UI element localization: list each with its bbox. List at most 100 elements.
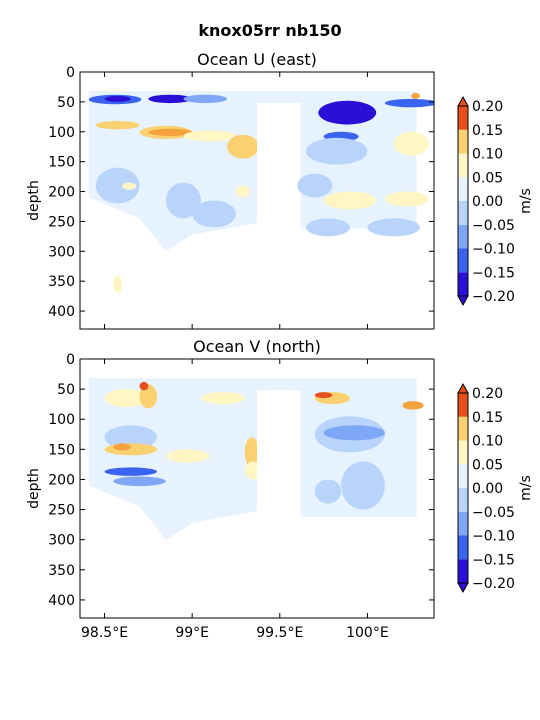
contour-blob <box>148 94 193 104</box>
y-tick-label: 50 <box>57 382 75 398</box>
contour-blob <box>314 479 342 504</box>
colorbar-extend-max <box>457 382 469 394</box>
contour-blob <box>122 182 137 190</box>
contour-blob <box>306 218 350 237</box>
colorbar-segment <box>458 272 468 296</box>
contour-blob <box>384 191 429 207</box>
y-tick-label: 0 <box>66 352 75 368</box>
contour-blob <box>104 425 158 450</box>
colorbar-tick-label: 0.05 <box>472 457 503 473</box>
colorbar-tick-label: −0.10 <box>472 242 515 258</box>
contour-blob <box>113 476 166 487</box>
contour-blob <box>200 392 245 405</box>
chart-title: Ocean V (north) <box>193 337 321 356</box>
contour-blob <box>384 98 434 108</box>
colorbar-tick-label: −0.15 <box>472 552 515 568</box>
contour-blob <box>192 200 236 228</box>
contour-blob <box>104 443 158 456</box>
colorbar-tick-label: 0.20 <box>472 386 503 402</box>
contour-blob <box>104 389 149 408</box>
y-tick-label: 200 <box>48 185 75 201</box>
colorbar-segment <box>458 559 468 583</box>
contour-blob <box>139 381 149 391</box>
contour-blob <box>95 121 140 130</box>
y-tick-label: 250 <box>48 214 75 230</box>
colorbar-extend-min <box>457 582 469 594</box>
colorbar-segment <box>458 201 468 225</box>
colorbar-extend-max <box>457 95 469 107</box>
x-tick-label: 99.5°E <box>256 625 303 641</box>
y-tick-label: 150 <box>48 155 75 171</box>
colorbar-tick-label: −0.05 <box>472 505 515 521</box>
colorbar: −0.20 −0.15 −0.10 −0.05 0.00 0.05 0.10 0.15 0.20… <box>457 382 534 594</box>
x-tick-label: 99°E <box>175 625 209 641</box>
contour-blob <box>104 95 131 102</box>
colorbar-tick-label: 0.10 <box>472 434 503 450</box>
y-tick-label: 150 <box>48 442 75 458</box>
contour-field <box>88 91 434 329</box>
data-gap <box>257 390 289 618</box>
contour-blob <box>297 173 333 198</box>
panel-ocean-u: Ocean U (east) depth 0 50 100 150 200 250 300 350… <box>26 50 534 330</box>
contour-field <box>88 378 424 618</box>
colorbar-segment <box>458 129 468 154</box>
y-tick-label: 400 <box>48 304 75 320</box>
colorbar-tick-label: 0.15 <box>472 410 503 426</box>
contour-blob <box>165 449 210 463</box>
colorbar-tick-label: 0.00 <box>472 481 503 497</box>
colorbar-segment <box>458 464 468 488</box>
y-tick-label: 300 <box>48 533 75 549</box>
contour-blob <box>174 482 228 519</box>
y-tick-label: 300 <box>48 244 75 260</box>
colorbar-segment <box>458 106 468 130</box>
contour-blob <box>113 443 131 451</box>
contour-blob <box>367 218 420 237</box>
axes-frame <box>79 71 435 330</box>
colorbar-tick-label: −0.15 <box>472 265 515 281</box>
y-tick-label: 350 <box>48 563 75 579</box>
colorbar-label: m/s <box>518 475 534 501</box>
contour-blob <box>306 137 368 165</box>
colorbar-segment <box>458 488 468 512</box>
contour-blob <box>323 425 385 441</box>
y-axis-label: depth <box>26 180 42 221</box>
colorbar-tick-label: −0.10 <box>472 529 515 545</box>
y-tick-label: 50 <box>57 95 75 111</box>
colorbar-tick-label: 0.20 <box>472 99 503 115</box>
colorbar-segment <box>458 393 468 417</box>
contour-blob <box>314 392 333 399</box>
y-tick-label: 100 <box>48 412 75 428</box>
colorbar-extend-min <box>457 295 469 307</box>
contour-blob <box>393 131 429 156</box>
figure-suptitle: knox05rr nb150 <box>198 21 341 40</box>
y-tick-label: 100 <box>48 125 75 141</box>
colorbar-segment <box>458 177 468 201</box>
colorbar-tick-label: −0.20 <box>472 576 515 592</box>
contour-blob <box>411 92 420 99</box>
chart-title: Ocean U (east) <box>197 50 317 69</box>
colorbar-label: m/s <box>518 188 534 214</box>
colorbar-tick-label: 0.05 <box>472 170 503 186</box>
x-tick-label: 100°E <box>346 625 389 641</box>
colorbar-segment <box>458 153 468 178</box>
contour-blob <box>183 130 236 142</box>
colorbar-tick-label: 0.15 <box>472 123 503 139</box>
contour-blob <box>227 134 259 159</box>
colorbar-segment <box>458 440 468 465</box>
colorbar-segment <box>458 248 468 273</box>
contour-blob <box>244 437 259 468</box>
contour-blob <box>113 275 123 294</box>
y-axis-label: depth <box>26 468 42 509</box>
colorbar-segment <box>458 535 468 560</box>
y-tick-label: 400 <box>48 593 75 609</box>
contour-blob <box>95 167 140 204</box>
colorbar-segment <box>458 511 468 536</box>
colorbar-tick-label: 0.10 <box>472 147 503 163</box>
colorbar: −0.20 −0.15 −0.10 −0.05 0.00 0.05 0.10 0.15 0.20… <box>457 95 534 307</box>
contour-blob <box>341 461 385 510</box>
contour-blob <box>165 182 201 219</box>
colorbar-tick-label: −0.20 <box>472 289 515 305</box>
colorbar-segment <box>458 224 468 249</box>
y-tick-label: 0 <box>66 65 75 81</box>
